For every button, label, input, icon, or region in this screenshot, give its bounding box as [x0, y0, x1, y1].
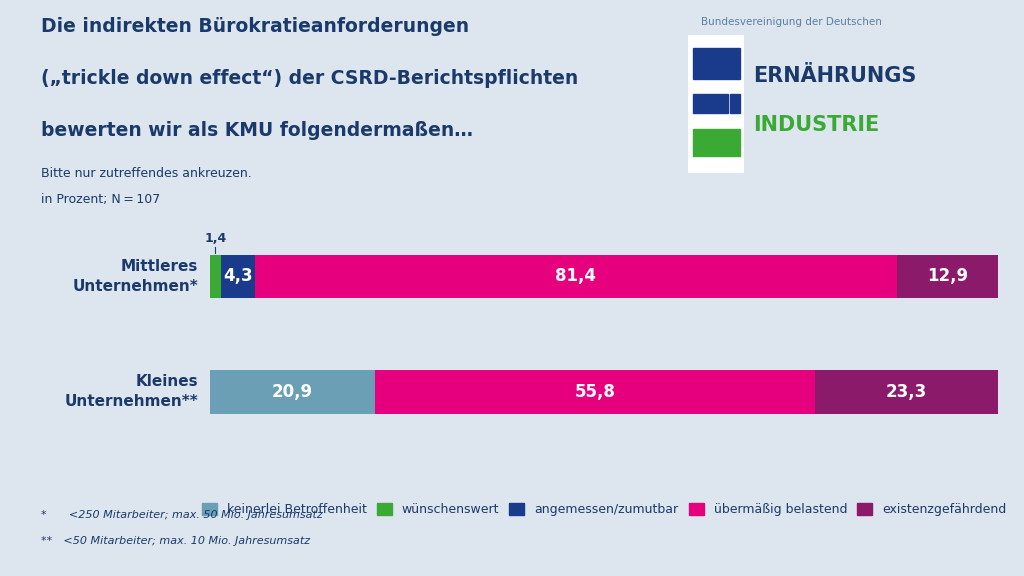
Legend: keinerlei Betroffenheit, wünschenswert, angemessen/zumutbar, übermäßig belastend: keinerlei Betroffenheit, wünschenswert, …	[202, 503, 1007, 516]
Bar	[692, 94, 727, 113]
FancyBboxPatch shape	[684, 24, 749, 184]
Text: 1,4: 1,4	[205, 232, 226, 245]
Text: Die indirekten Bürokratieanforderungen: Die indirekten Bürokratieanforderungen	[41, 17, 469, 36]
Bar	[897, 255, 998, 298]
Bar	[221, 255, 255, 298]
Text: *  <250 Mitarbeiter; max. 50 Mio. Jahresumsatz: * <250 Mitarbeiter; max. 50 Mio. Jahresu…	[41, 510, 323, 520]
Text: 20,9: 20,9	[271, 382, 313, 401]
Text: INDUSTRIE: INDUSTRIE	[753, 115, 879, 135]
Bar	[255, 255, 897, 298]
Bar	[375, 370, 815, 414]
Text: („trickle down effect“) der CSRD-Berichtspflichten: („trickle down effect“) der CSRD-Bericht…	[41, 69, 579, 88]
Text: 55,8: 55,8	[574, 382, 615, 401]
Text: 4,3: 4,3	[223, 267, 253, 286]
Text: 12,9: 12,9	[927, 267, 968, 286]
Text: Mittleres
Unternehmen*: Mittleres Unternehmen*	[73, 259, 198, 294]
Text: Kleines
Unternehmen**: Kleines Unternehmen**	[65, 374, 198, 409]
Bar	[730, 94, 740, 113]
Text: in Prozent; N = 107: in Prozent; N = 107	[41, 193, 160, 206]
Bar	[692, 48, 740, 79]
Bar	[815, 370, 998, 414]
Bar	[210, 255, 221, 298]
Text: bewerten wir als KMU folgendermaßen…: bewerten wir als KMU folgendermaßen…	[41, 121, 473, 140]
Bar	[210, 370, 375, 414]
Text: 81,4: 81,4	[555, 267, 596, 286]
Text: Bitte nur zutreffendes ankreuzen.: Bitte nur zutreffendes ankreuzen.	[41, 167, 252, 180]
Text: ** <50 Mitarbeiter; max. 10 Mio. Jahresumsatz: ** <50 Mitarbeiter; max. 10 Mio. Jahresu…	[41, 536, 310, 545]
Text: 23,3: 23,3	[886, 382, 927, 401]
Text: ERNÄHRUNGS: ERNÄHRUNGS	[753, 66, 916, 86]
Text: Bundesvereinigung der Deutschen: Bundesvereinigung der Deutschen	[701, 17, 883, 27]
Bar	[692, 128, 740, 156]
